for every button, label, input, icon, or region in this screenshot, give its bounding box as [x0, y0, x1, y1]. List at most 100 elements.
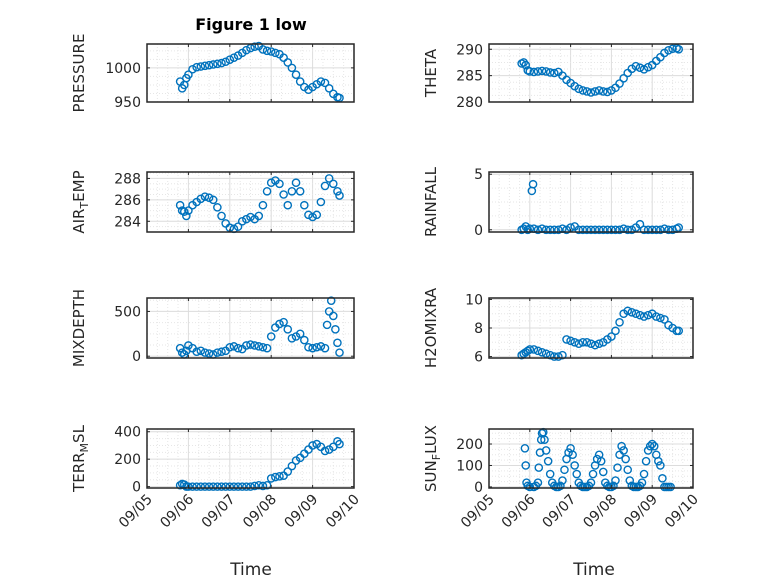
data-point	[654, 456, 663, 466]
data-point	[254, 480, 264, 490]
data-point	[625, 476, 635, 485]
data-point	[204, 60, 214, 70]
data-point	[316, 77, 326, 86]
data-point	[208, 482, 218, 491]
y-tick-label: 200	[456, 437, 483, 453]
y-tick-label: 285	[456, 69, 483, 85]
x-tick-label: 09/06	[499, 491, 539, 531]
data-point	[635, 63, 645, 73]
axes-box	[146, 171, 355, 233]
data-point	[564, 448, 573, 457]
data-point	[637, 478, 647, 487]
data-point	[615, 317, 624, 327]
data-point	[615, 225, 624, 235]
data-point	[200, 192, 210, 201]
data-point	[586, 225, 596, 235]
data-point	[651, 312, 661, 321]
data-point	[188, 482, 197, 491]
data-point	[266, 332, 276, 341]
data-point	[217, 347, 226, 357]
data-point	[295, 77, 305, 86]
data-point	[649, 441, 659, 451]
data-point	[295, 186, 305, 196]
x-tick-label: 09/07	[199, 492, 239, 532]
y-axis-label-main: THETA	[422, 48, 440, 98]
data-point	[533, 478, 543, 487]
data-point	[196, 194, 206, 204]
data-point	[287, 63, 297, 73]
y-axis-label-subscript: M	[78, 443, 91, 453]
data-point	[590, 340, 600, 350]
data-point	[250, 42, 259, 52]
data-point	[541, 225, 551, 235]
y-tick-label: 288	[114, 171, 141, 187]
data-point	[525, 67, 535, 76]
data-point	[568, 450, 577, 460]
data-point	[529, 67, 539, 77]
subplot-1: 950 1000 PRESSURE	[70, 34, 355, 113]
data-point	[177, 348, 187, 357]
data-point	[225, 342, 235, 352]
data-point	[300, 200, 309, 210]
data-point	[586, 339, 596, 349]
data-point	[534, 463, 544, 472]
data-point	[304, 210, 313, 220]
plot-area	[489, 44, 693, 102]
y-tick-label: 290	[456, 42, 483, 58]
data-point	[179, 207, 189, 216]
data-point	[233, 343, 243, 353]
data-point	[246, 212, 255, 222]
data-point	[266, 474, 276, 483]
y-tick-label: 500	[114, 304, 141, 320]
data-point	[523, 346, 533, 356]
data-point	[590, 225, 600, 235]
data-point	[541, 67, 551, 76]
data-point	[537, 66, 547, 76]
data-point	[590, 87, 600, 96]
y-axis-label-main: PRESSURE	[70, 34, 88, 113]
axes-box	[146, 297, 355, 359]
data-point	[283, 467, 293, 476]
data-point	[182, 211, 191, 221]
data-point	[204, 349, 214, 358]
data-point	[598, 87, 608, 96]
chart-title: Figure 1 low	[195, 15, 307, 34]
y-axis-label-subscript: T	[78, 202, 91, 210]
data-point	[200, 482, 210, 491]
data-point	[200, 348, 210, 357]
data-point	[674, 44, 684, 54]
data-point	[627, 225, 637, 235]
data-point	[586, 88, 596, 97]
y-axis-label: SUNFLUX	[422, 425, 443, 492]
data-point	[656, 225, 665, 235]
data-point	[258, 342, 268, 352]
data-point	[320, 343, 330, 353]
data-point	[316, 342, 326, 351]
y-tick-label: 286	[114, 193, 141, 209]
data-point	[200, 61, 210, 71]
data-point	[233, 222, 243, 231]
data-point	[175, 480, 185, 490]
data-point	[312, 342, 322, 352]
data-point	[250, 341, 259, 350]
y-axis-label-main: SUN	[422, 460, 440, 492]
data-point	[204, 482, 214, 491]
data-point	[217, 482, 226, 491]
data-point	[611, 326, 620, 336]
data-point	[582, 337, 592, 347]
data-point	[213, 59, 222, 69]
data-point	[304, 342, 313, 352]
data-point	[615, 79, 624, 88]
data-point	[521, 461, 531, 470]
data-point	[208, 195, 218, 205]
subplot-5: 0 500 MIXDEPTH	[70, 289, 355, 367]
data-point	[541, 446, 551, 455]
data-point	[331, 325, 340, 334]
data-point	[242, 341, 251, 350]
data-point	[221, 482, 230, 491]
data-point	[582, 87, 592, 96]
data-point	[213, 482, 222, 491]
data-point	[549, 225, 559, 235]
x-tick-label: 09/09	[621, 492, 661, 532]
data-point	[254, 211, 264, 221]
